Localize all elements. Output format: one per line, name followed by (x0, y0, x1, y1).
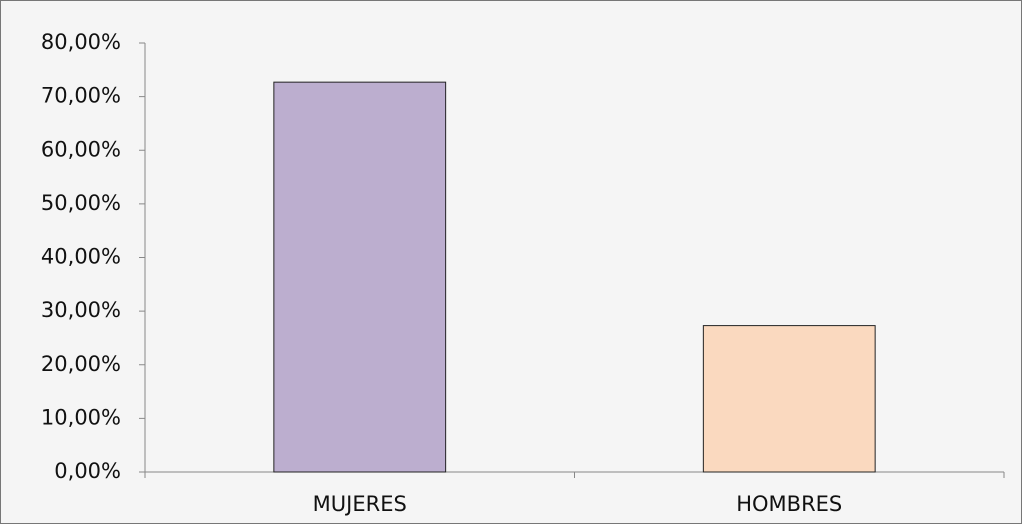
y-tick-label: 70,00% (41, 84, 121, 108)
x-tick-label: HOMBRES (736, 492, 842, 516)
y-tick-label: 30,00% (41, 298, 121, 322)
bar (273, 81, 447, 473)
y-tick-label: 0,00% (54, 459, 121, 483)
y-tick-label: 80,00% (41, 30, 121, 54)
y-tick-label: 20,00% (41, 352, 121, 376)
bar (702, 325, 876, 473)
y-tick-label: 60,00% (41, 137, 121, 161)
y-tick-label: 40,00% (41, 245, 121, 269)
y-tick-label: 50,00% (41, 191, 121, 215)
y-tick-label: 10,00% (41, 405, 121, 429)
x-tick-label: MUJERES (313, 492, 407, 516)
